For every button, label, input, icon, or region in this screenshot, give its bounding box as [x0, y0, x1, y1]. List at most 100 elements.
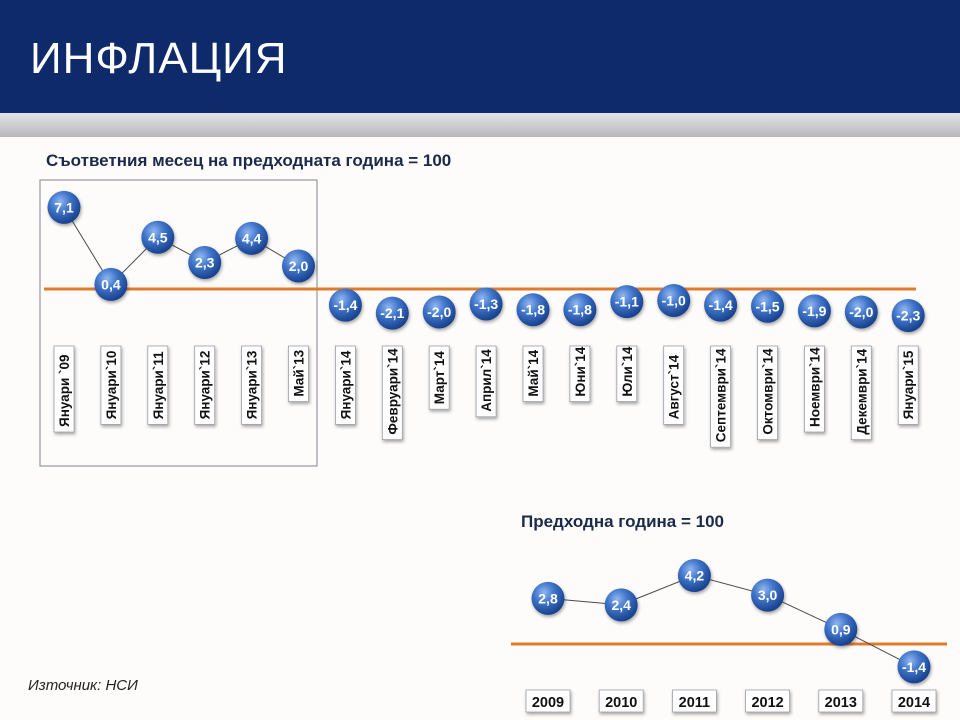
chart1-point: [657, 284, 691, 317]
chart1-tick-label: Януари`10: [104, 351, 119, 420]
chart1-tick-box: [522, 345, 544, 402]
chart2-data-label: 2,8: [538, 590, 558, 606]
chart1-point: [891, 298, 925, 332]
chart1-tick-box: [710, 345, 731, 448]
chart1-tick-label: Май`14: [526, 349, 541, 396]
chart2-tick-label: 2014: [898, 695, 930, 711]
chart2-data-label: 0,9: [831, 621, 851, 637]
chart2-data-label: 4,2: [685, 568, 705, 584]
chart1-data-label: -2,3: [896, 307, 920, 323]
chart1-tick-box: [288, 345, 309, 402]
chart1-point: [282, 249, 315, 283]
chart1-data-label: -1,5: [755, 298, 779, 314]
chart2-tick-group: 2014: [891, 689, 937, 713]
chart1-tick-group: Септември`14: [710, 345, 731, 448]
chart1-data-label: -1,9: [802, 303, 826, 319]
chart1-tick-box: [757, 345, 778, 440]
chart1-tick-box: [804, 345, 825, 433]
chart1-data-label: 2,0: [289, 258, 309, 274]
chart1-point: [94, 267, 128, 301]
chart1-tick-label: Ноември`14: [807, 347, 822, 427]
header-divider: [0, 113, 960, 137]
chart1-tick-box: [428, 345, 450, 410]
header-bar: ИНФЛАЦИЯ: [0, 0, 960, 113]
chart1-tick-group: Май`13: [288, 345, 309, 402]
chart2-point: [604, 588, 638, 622]
chart2-tick-label: 2011: [679, 695, 710, 711]
chart1-tick-box: [616, 345, 638, 402]
chart1-data-label: 4,5: [148, 229, 168, 245]
chart2-tick-group: 2009: [525, 689, 571, 713]
chart1-point: [188, 246, 222, 280]
chart1-tick-label: Май`13: [292, 349, 307, 396]
chart2-title: Предходна година = 100: [521, 512, 724, 531]
chart2-tick-label: 2010: [605, 695, 637, 711]
chart2-tick-label: 2009: [532, 695, 564, 711]
chart1-tick-box: [663, 345, 685, 425]
chart1-tick-label: Септември`14: [714, 348, 729, 442]
chart1-data-label: -1,8: [568, 302, 592, 318]
chart2-tick-box: [745, 689, 790, 713]
chart1-point: [469, 287, 503, 321]
chart1-data-label: -1,3: [474, 296, 498, 312]
chart1-data-label: 0,4: [101, 276, 121, 292]
chart1-point: [797, 294, 831, 328]
chart2-tick-box: [818, 689, 864, 713]
chart1-tick-box: [53, 345, 75, 433]
highlight-box: [39, 179, 318, 467]
chart2-tick-box: [598, 689, 644, 713]
chart1-tick-label: Февруари`14: [385, 348, 400, 435]
chart1-data-label: 4,4: [242, 230, 262, 246]
chart1-point: [375, 296, 409, 330]
chart1-point: [563, 293, 597, 327]
chart1-tick-group: Февруари`14: [381, 345, 403, 440]
chart1-tick-group: Май`14: [522, 345, 544, 402]
chart1-tick-group: Юни`14: [569, 345, 591, 402]
chart1-point: [328, 288, 362, 322]
chart1-tick-group: Април`14: [475, 345, 497, 418]
chart1-tick-group: Януари `09: [53, 345, 75, 433]
chart1-tick-box: [569, 345, 591, 402]
chart2-data-label: 2,4: [611, 597, 631, 613]
chart1-tick-label: Юли`14: [620, 346, 635, 396]
chart1-point: [47, 190, 81, 224]
chart1-tick-label: Януари`14: [338, 350, 353, 419]
chart1-tick-box: [147, 345, 169, 425]
chart1-tick-group: Януари`13: [241, 345, 263, 425]
chart2-data-label: 3,0: [758, 587, 778, 603]
chart1-tick-group: Януари`10: [100, 345, 122, 425]
chart1-tick-group: Януари`11: [147, 345, 169, 425]
chart1-tick-group: Ноември`14: [804, 345, 825, 433]
chart1-tick-label: Юни`14: [573, 346, 588, 396]
chart1-tick-label: Август`14: [667, 354, 682, 419]
chart2-tick-group: 2010: [598, 689, 644, 713]
chart1-point: [422, 295, 456, 329]
chart1-point: [235, 221, 269, 255]
chart1-tick-group: Декември`14: [850, 345, 872, 440]
chart1-tick-box: [850, 345, 872, 440]
chart1-title: Съответния месец на предходната година =…: [46, 151, 452, 170]
chart1-point: [704, 288, 738, 322]
chart1-tick-group: Януари`14: [334, 345, 356, 425]
chart1-data-label: -1,0: [662, 293, 686, 309]
chart1-tick-group: Януари`12: [194, 345, 216, 425]
chart1-tick-group: Март`14: [428, 345, 450, 410]
chart1-point: [610, 285, 644, 319]
chart1-tick-label: Януари`12: [198, 351, 213, 420]
chart1-tick-box: [381, 345, 403, 440]
chart1-tick-label: Януари`15: [901, 350, 916, 419]
chart2-tick-group: 2012: [745, 689, 790, 713]
chart2-data-label: -1,4: [902, 659, 926, 675]
chart2-tick-box: [891, 689, 937, 713]
chart1-data-label: -2,0: [427, 304, 451, 320]
chart1-tick-group: Юли`14: [616, 345, 638, 402]
chart1-tick-box: [241, 345, 263, 425]
chart1-tick-box: [334, 345, 356, 425]
chart1-tick-box: [194, 345, 216, 425]
chart2-point: [897, 650, 931, 684]
source-note: Източник: НСИ: [28, 677, 138, 694]
chart1-data-label: -2,0: [849, 304, 873, 320]
chart1-tick-group: Октомври`14: [757, 345, 778, 440]
chart1-tick-label: Януари`13: [245, 350, 260, 419]
